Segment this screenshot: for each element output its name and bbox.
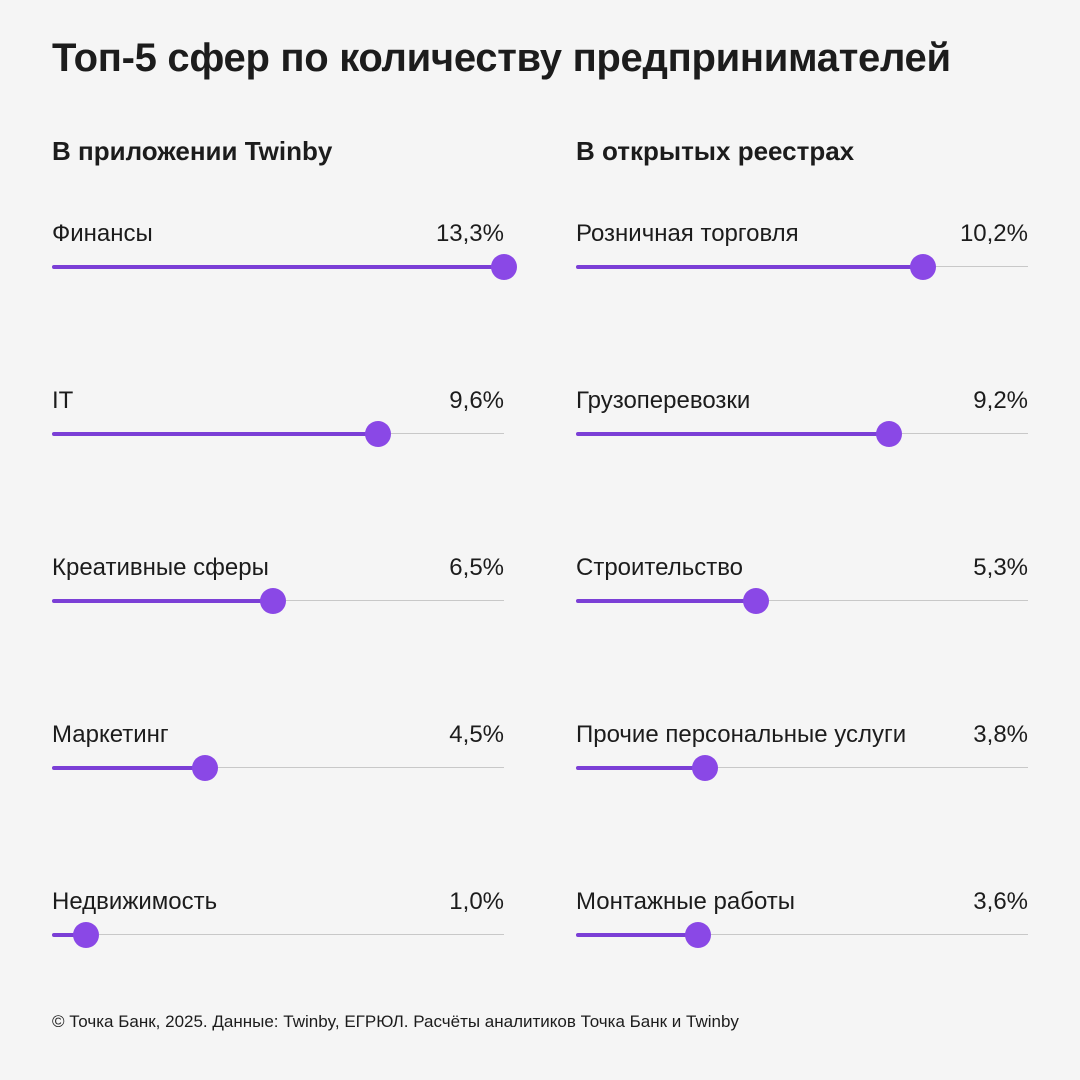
bar-fill <box>576 599 756 603</box>
chart-row: Финансы 13,3% <box>52 220 517 280</box>
bar-end-marker <box>685 922 711 948</box>
value-label: 9,6% <box>449 387 504 414</box>
chart-row: Прочие персональные услуги 3,8% <box>576 721 1028 781</box>
bar-end-marker <box>876 421 902 447</box>
chart-row: IT 9,6% <box>52 387 504 447</box>
bar-fill <box>52 766 205 770</box>
bar-track <box>52 767 504 768</box>
registry-chart: Розничная торговля 10,2% Грузоперевозки 9,2… <box>576 0 1028 1080</box>
bar-track <box>52 934 504 935</box>
bar-fill <box>576 766 705 770</box>
bar-fill <box>52 432 378 436</box>
chart-row: Маркетинг 4,5% <box>52 721 504 781</box>
value-label: 10,2% <box>959 220 1028 247</box>
page-title: Топ-5 сфер по количеству предпринимателе… <box>52 36 951 80</box>
category-label: Прочие персональные услуги <box>576 721 907 748</box>
category-label: Маркетинг <box>52 721 169 748</box>
bar-track <box>576 600 1028 601</box>
category-label: Строительство <box>576 554 744 581</box>
category-label: Грузоперевозки <box>576 387 751 414</box>
bar-fill <box>52 265 504 269</box>
chart-row: Строительство 5,3% <box>576 554 1028 614</box>
value-label: 1,0% <box>449 888 504 915</box>
category-label: Финансы <box>52 220 153 247</box>
value-label: 5,3% <box>973 554 1028 581</box>
value-label: 3,8% <box>973 721 1028 748</box>
value-label: 13,3% <box>435 220 504 247</box>
chart-row: Недвижимость 1,0% <box>52 888 504 948</box>
footer-credits: © Точка Банк, 2025. Данные: Twinby, ЕГРЮ… <box>52 1012 739 1031</box>
category-label: Креативные сферы <box>52 554 269 581</box>
bar-end-marker <box>743 588 769 614</box>
value-label: 3,6% <box>973 888 1028 915</box>
category-label: IT <box>52 387 74 414</box>
right-column-heading: В открытых реестрах <box>576 136 855 166</box>
bar-track <box>576 767 1028 768</box>
bar-fill <box>576 265 923 269</box>
left-column-heading: В приложении Twinby <box>52 136 333 166</box>
bar-end-marker <box>692 755 718 781</box>
twinby-chart: Финансы 13,3% IT 9,6% Креативные сферы 6,5% Ма… <box>52 0 517 1080</box>
bar-end-marker <box>365 421 391 447</box>
bar-end-marker <box>260 588 286 614</box>
value-label: 4,5% <box>449 721 504 748</box>
bar-fill <box>576 432 889 436</box>
bar-end-marker <box>491 254 517 280</box>
category-label: Монтажные работы <box>576 888 796 915</box>
chart-row: Монтажные работы 3,6% <box>576 888 1028 948</box>
chart-row: Розничная торговля 10,2% <box>576 220 1028 280</box>
value-label: 9,2% <box>973 387 1028 414</box>
bar-fill <box>52 599 273 603</box>
category-label: Розничная торговля <box>576 220 799 247</box>
category-label: Недвижимость <box>52 888 218 915</box>
bar-end-marker <box>910 254 936 280</box>
bar-fill <box>52 933 86 937</box>
value-label: 6,5% <box>449 554 504 581</box>
bar-track <box>576 934 1028 935</box>
chart-row: Грузоперевозки 9,2% <box>576 387 1028 447</box>
bar-end-marker <box>192 755 218 781</box>
bar-end-marker <box>73 922 99 948</box>
chart-row: Креативные сферы 6,5% <box>52 554 504 614</box>
bar-fill <box>576 933 698 937</box>
